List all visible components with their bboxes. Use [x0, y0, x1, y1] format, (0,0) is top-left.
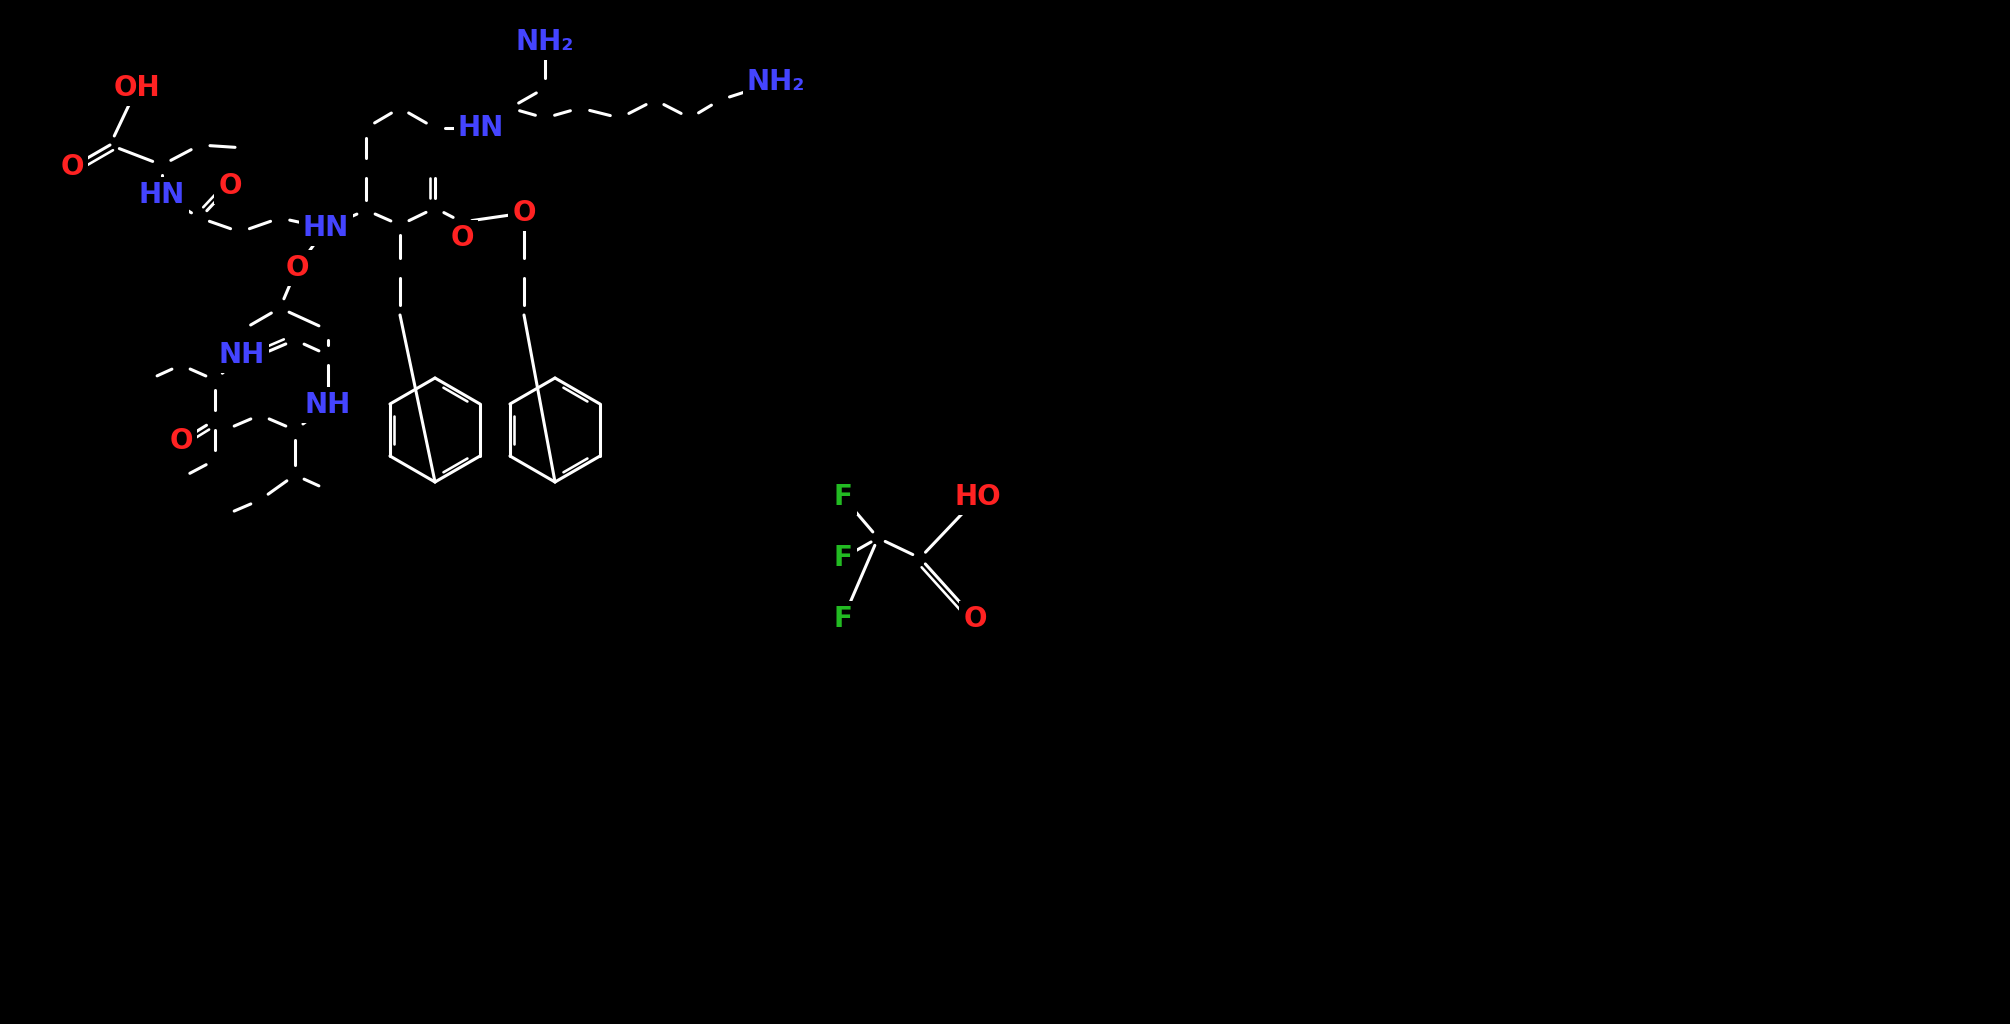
Text: OH: OH [115, 74, 161, 102]
Text: O: O [60, 153, 84, 181]
Text: O: O [513, 199, 537, 227]
Text: F: F [834, 483, 852, 511]
Text: O: O [963, 605, 987, 633]
Text: O: O [169, 427, 193, 455]
Text: O: O [285, 254, 310, 282]
Text: NH₂: NH₂ [748, 68, 806, 96]
Text: O: O [219, 172, 241, 200]
Text: HN: HN [139, 181, 185, 209]
Text: NH: NH [219, 341, 265, 369]
Text: HO: HO [955, 483, 1001, 511]
Text: F: F [834, 605, 852, 633]
Text: F: F [834, 544, 852, 572]
Text: HN: HN [304, 214, 350, 242]
Text: NH₂: NH₂ [517, 28, 575, 56]
Text: HN: HN [458, 114, 505, 142]
Text: NH: NH [306, 391, 352, 419]
Text: O: O [450, 224, 474, 252]
